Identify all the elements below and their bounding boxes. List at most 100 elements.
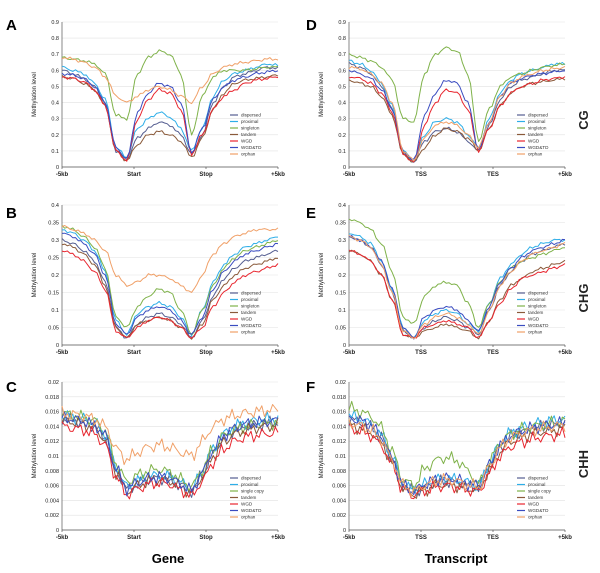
legend-entry: WGD&TD xyxy=(241,508,262,513)
series-line-tandem xyxy=(61,243,279,340)
y-tick-label: 0.15 xyxy=(335,291,346,297)
legend-entry: orphan xyxy=(528,515,543,520)
y-tick-label: 0.35 xyxy=(48,221,59,227)
y-tick-label: 0.008 xyxy=(332,469,346,475)
legend-entry: orphan xyxy=(241,152,256,157)
y-tick-label: 0.2 xyxy=(51,133,59,139)
y-tick-label: 0.004 xyxy=(45,498,59,504)
x-tick-label: TES xyxy=(487,350,499,356)
series-line-wgd xyxy=(61,421,279,500)
legend-entry: tandem xyxy=(528,495,543,500)
x-tick-label: TSS xyxy=(415,172,427,178)
x-tick-label: TES xyxy=(487,535,499,541)
x-tick-label: +5kb xyxy=(558,535,572,541)
x-tick-label: Stop xyxy=(199,350,213,356)
y-tick-label: 0.7 xyxy=(338,52,346,58)
y-axis-label: Methylation level xyxy=(319,253,325,298)
y-tick-label: 0.02 xyxy=(48,380,59,386)
series-line-wgd-td xyxy=(61,232,279,335)
y-tick-label: 0.7 xyxy=(51,52,59,58)
y-tick-label: 0.3 xyxy=(338,238,346,244)
y-tick-label: 0.9 xyxy=(51,20,59,26)
y-tick-label: 0 xyxy=(343,165,346,171)
legend-entry: singleton xyxy=(528,304,547,309)
legend-entry: WGD&TD xyxy=(528,508,549,513)
y-tick-label: 0 xyxy=(56,528,59,534)
series-line-proximal xyxy=(61,63,279,159)
x-tick-label: +5kb xyxy=(558,172,572,178)
legend-entry: orphan xyxy=(528,330,543,335)
y-tick-label: 0.3 xyxy=(51,117,59,123)
legend-entry: single copy xyxy=(528,489,552,494)
x-tick-label: Stop xyxy=(199,535,213,541)
y-tick-label: 0.1 xyxy=(338,149,346,155)
legend-entry: WGD xyxy=(528,502,540,507)
series-line-orphan xyxy=(348,419,566,498)
legend-entry: dispersed xyxy=(528,476,548,481)
legend-entry: singleton xyxy=(528,126,547,131)
series-line-tandem xyxy=(348,420,566,499)
legend-entry: tandem xyxy=(241,132,256,137)
legend-entry: WGD xyxy=(528,139,540,144)
y-tick-label: 0.6 xyxy=(338,68,346,74)
y-tick-label: 0.018 xyxy=(45,395,59,401)
x-tick-label: +5kb xyxy=(271,172,285,178)
row-label-chh: CHH xyxy=(576,450,591,478)
legend-entry: tandem xyxy=(241,310,256,315)
legend-entry: proximal xyxy=(528,482,545,487)
series-line-proximal xyxy=(61,229,278,337)
panel-letter: D xyxy=(306,17,317,34)
series-line-dispersed xyxy=(61,238,279,339)
y-tick-label: 0.3 xyxy=(51,238,59,244)
series-line-wgd-td xyxy=(61,411,279,497)
y-tick-label: 0.006 xyxy=(45,484,59,490)
legend-entry: proximal xyxy=(241,297,258,302)
y-tick-label: 0.3 xyxy=(338,117,346,123)
legend-entry: orphan xyxy=(241,515,256,520)
panel-letter: A xyxy=(6,17,17,34)
legend-entry: proximal xyxy=(528,119,545,124)
x-tick-label: +5kb xyxy=(271,535,285,541)
panel-letter: B xyxy=(6,205,17,222)
series-line-singleton xyxy=(348,218,566,328)
x-tick-label: -5kb xyxy=(56,172,69,178)
y-tick-label: 0.008 xyxy=(45,469,59,475)
y-tick-label: 0.4 xyxy=(51,101,59,107)
y-tick-label: 0.02 xyxy=(335,380,346,386)
x-tick-label: -5kb xyxy=(343,535,356,541)
y-tick-label: 0.018 xyxy=(332,395,346,401)
column-label-transcript: Transcript xyxy=(425,551,489,566)
y-tick-label: 0 xyxy=(56,165,59,171)
y-tick-label: 0.004 xyxy=(332,498,346,504)
y-tick-label: 0.8 xyxy=(51,36,59,42)
legend-entry: WGD xyxy=(241,502,253,507)
legend-entry: orphan xyxy=(241,330,256,335)
x-tick-label: TSS xyxy=(415,535,427,541)
series-line-wgd-td xyxy=(348,69,566,160)
series-line-proximal xyxy=(349,59,566,163)
series-line-wgd xyxy=(348,423,566,500)
legend-entry: singleton xyxy=(241,126,260,131)
legend-entry: dispersed xyxy=(528,113,548,118)
y-tick-label: 0.15 xyxy=(48,291,59,297)
legend-entry: tandem xyxy=(241,495,256,500)
legend-entry: WGD&TD xyxy=(528,145,549,150)
panel-a: A 0 0.1 0.2 0.3 0.4 0.5 0.6 0.7 0.8 0.9 -5kb Start St… xyxy=(6,17,285,178)
y-tick-label: 0.5 xyxy=(51,84,59,90)
legend-entry: WGD&TD xyxy=(528,323,549,328)
y-tick-label: 0.25 xyxy=(48,256,59,262)
legend-entry: WGD xyxy=(241,139,253,144)
y-tick-label: 0.1 xyxy=(51,149,59,155)
x-tick-label: Start xyxy=(127,535,141,541)
y-tick-label: 0.2 xyxy=(338,273,346,279)
y-axis-label: Methylation level xyxy=(32,434,38,479)
y-tick-label: 0.4 xyxy=(338,203,346,209)
row-label-chg: CHG xyxy=(576,284,591,313)
y-tick-label: 0.002 xyxy=(332,513,346,519)
y-tick-label: 0.1 xyxy=(338,308,346,314)
y-tick-label: 0.014 xyxy=(332,424,346,430)
series-line-wgd xyxy=(348,76,566,163)
series-line-single-copy xyxy=(348,400,566,492)
x-tick-label: +5kb xyxy=(558,350,572,356)
